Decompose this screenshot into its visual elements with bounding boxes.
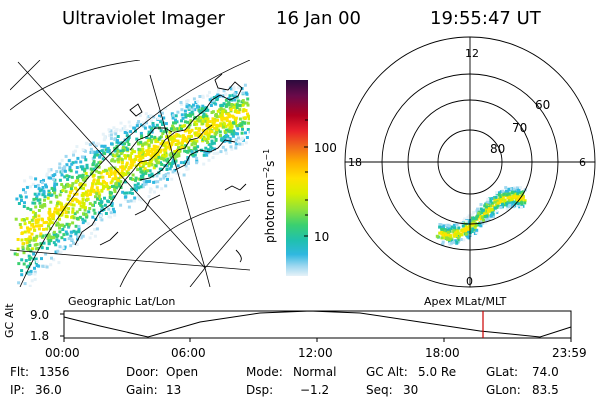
seq-value: 30 xyxy=(403,383,419,397)
date-label: 16 Jan 00 xyxy=(276,8,361,29)
seq-label: Seq: xyxy=(366,383,393,397)
mode-value: Normal xyxy=(293,365,337,379)
gc-alt-bottom-tick: 1.8 xyxy=(30,329,50,343)
polar-plot xyxy=(344,36,596,288)
time-tick-3: 18:00 xyxy=(425,346,460,360)
mlat-60-label: 60 xyxy=(535,98,551,112)
mlt-18-label: 18 xyxy=(348,156,362,169)
ip-value: 36.0 xyxy=(35,383,62,397)
dsp-label: Dsp: xyxy=(246,383,274,397)
gc-alt-value: 5.0 Re xyxy=(418,365,457,379)
mlat-70-label: 70 xyxy=(512,121,528,135)
gain-value: 13 xyxy=(166,383,182,397)
mlt-0-label: 0 xyxy=(466,275,473,288)
geo-grid xyxy=(10,60,250,287)
coastlines xyxy=(74,73,247,263)
flight-value: 1356 xyxy=(39,365,70,379)
colorbar-tick-100: 100 xyxy=(314,141,337,155)
colorbar xyxy=(286,80,308,276)
mlat-80-label: 80 xyxy=(490,142,506,156)
glat-label: GLat: xyxy=(486,365,519,379)
glon-label: GLon: xyxy=(486,383,521,397)
time-tick-2: 12:00 xyxy=(298,346,333,360)
ip-label: IP: xyxy=(10,383,25,397)
dsp-value: −1.2 xyxy=(300,383,330,397)
apex-label: Apex MLat/MLT xyxy=(424,295,507,308)
colorbar-tick-10: 10 xyxy=(314,230,330,244)
gc-alt-label: GC Alt: xyxy=(366,365,408,379)
altitude-timeline xyxy=(60,310,572,342)
glon-value: 83.5 xyxy=(532,383,559,397)
mlt-12-label: 12 xyxy=(465,47,479,60)
time-label: 19:55:47 UT xyxy=(430,8,541,29)
mode-label: Mode: xyxy=(246,365,283,379)
gc-alt-top-tick: 9.0 xyxy=(30,308,50,322)
time-tick-1: 06:00 xyxy=(171,346,206,360)
gain-label: Gain: xyxy=(126,383,158,397)
time-tick-0: 00:00 xyxy=(45,346,80,360)
instrument-title: Ultraviolet Imager xyxy=(62,8,225,29)
flight-label: Flt: xyxy=(10,365,29,379)
auroral-emission-polar xyxy=(435,186,527,247)
mlt-6-label: 6 xyxy=(579,156,586,169)
gc-alt-axis-label: GC Alt xyxy=(3,303,16,338)
time-tick-4: 23:59 xyxy=(552,346,587,360)
door-label: Door: xyxy=(126,365,159,379)
colorbar-unit-label: photon cm−2s−1 xyxy=(262,148,277,243)
geographic-label: Geographic Lat/Lon xyxy=(68,295,176,308)
door-value: Open xyxy=(166,365,199,379)
glat-value: 74.0 xyxy=(532,365,559,379)
